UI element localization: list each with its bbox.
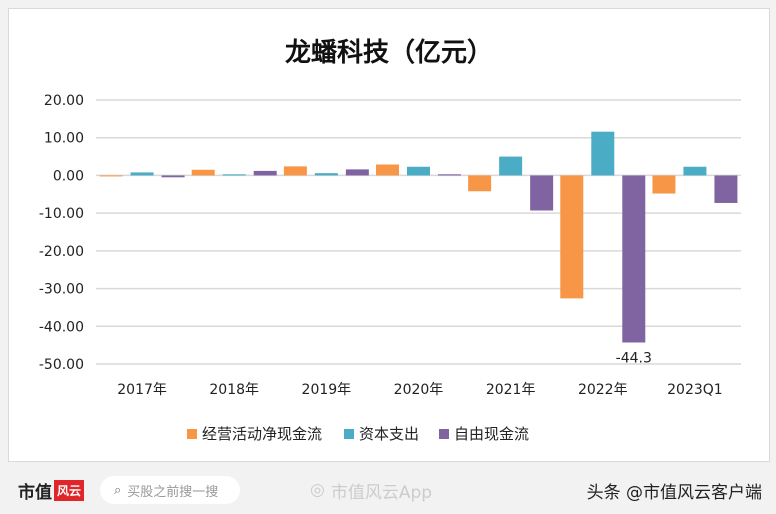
x-tick-label: 2017年 <box>117 382 167 398</box>
bar-资本支出 <box>591 131 615 176</box>
search-placeholder: 买股之前搜一搜 <box>127 484 219 500</box>
search-box[interactable]: ⌕ 买股之前搜一搜 <box>100 476 240 504</box>
bar-自由现金流 <box>714 175 738 203</box>
logo-text: 市值 <box>18 482 52 503</box>
y-tick-label: -20.00 <box>39 244 84 260</box>
bar-经营活动净现金流 <box>652 175 676 194</box>
legend-swatch <box>439 429 449 439</box>
y-tick-label: -30.00 <box>39 282 84 298</box>
bar-经营活动净现金流 <box>468 175 492 192</box>
x-tick-label: 2023Q1 <box>667 382 723 398</box>
search-icon: ⌕ <box>114 482 122 498</box>
legend-label: 资本支出 <box>359 425 419 443</box>
legend-swatch <box>187 429 197 439</box>
x-tick-label: 2022年 <box>578 382 628 398</box>
bar-资本支出 <box>499 156 523 176</box>
weibo-app-watermark: ◎ 市值风云App <box>310 470 432 510</box>
x-tick-label: 2021年 <box>486 382 536 398</box>
bar-资本支出 <box>222 174 246 176</box>
y-tick-label: 10.00 <box>44 131 84 147</box>
bar-自由现金流 <box>438 174 461 176</box>
y-tick-label: -10.00 <box>39 206 84 222</box>
bar-资本支出 <box>683 166 707 176</box>
chart-card: 龙蟠科技（亿元） 20.00 10.00 0.00 -10.00 -20.00 -30.00… <box>8 8 770 462</box>
y-tick-label: -50.00 <box>39 357 84 373</box>
bar-经营活动净现金流 <box>99 175 123 177</box>
bar-自由现金流 <box>253 170 277 176</box>
bar-资本支出 <box>130 172 154 176</box>
legend-swatch <box>344 429 354 439</box>
bar-经营活动净现金流 <box>191 169 215 176</box>
bar-经营活动净现金流 <box>283 166 307 176</box>
legend-label: 自由现金流 <box>454 425 529 443</box>
bar-自由现金流 <box>530 175 554 211</box>
app-name: 市值风云App <box>330 482 433 503</box>
bar-经营活动净现金流 <box>560 175 584 299</box>
y-tick-label: -40.00 <box>39 319 84 335</box>
bar-chart: 龙蟠科技（亿元） 20.00 10.00 0.00 -10.00 -20.00 -30.00… <box>39 38 741 443</box>
logo: 市值 风云 <box>18 470 85 510</box>
weibo-icon: ◎ <box>310 480 325 500</box>
bar-资本支出 <box>314 173 338 176</box>
y-tick-label: 20.00 <box>44 93 84 109</box>
bar-自由现金流 <box>161 175 185 178</box>
x-tick-label: 2020年 <box>394 382 444 398</box>
x-tick-label: 2019年 <box>302 382 352 398</box>
data-label: -44.3 <box>616 351 652 367</box>
y-tick-label: 0.00 <box>53 168 84 184</box>
bar-经营活动净现金流 <box>376 164 399 176</box>
chart-title: 龙蟠科技（亿元） <box>285 38 493 68</box>
x-tick-label: 2018年 <box>209 382 259 398</box>
logo-badge: 风云 <box>54 479 85 501</box>
bar-自由现金流 <box>345 169 369 176</box>
toutiao-credit: 头条 @市值风云客户端 <box>586 482 762 503</box>
bar-资本支出 <box>407 166 430 176</box>
legend-label: 经营活动净现金流 <box>202 425 322 443</box>
bar-自由现金流 <box>622 175 646 343</box>
